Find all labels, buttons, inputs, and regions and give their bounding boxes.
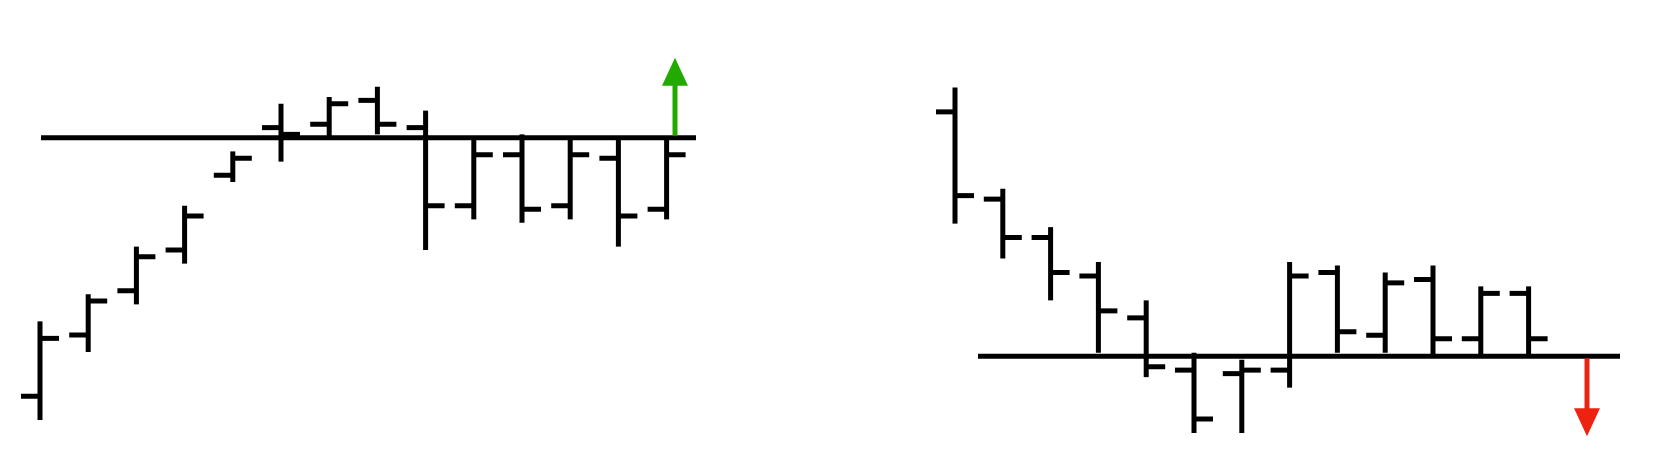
ohlc-bar (406, 110, 445, 250)
ohlc-chart-left (21, 57, 696, 420)
ohlc-bar (1414, 265, 1452, 357)
ohlc-bar (213, 151, 252, 182)
ohlc-bar (936, 87, 974, 224)
ohlc-bar (1461, 286, 1500, 357)
ohlc-bar (1127, 300, 1166, 378)
ohlc-chart-right (936, 87, 1620, 437)
ohlc-bar (117, 246, 156, 305)
ohlc-bar (599, 137, 638, 247)
ohlc-bar (1031, 227, 1070, 301)
ohlc-bar (262, 103, 300, 162)
ohlc-bar (165, 205, 204, 264)
ohlc-bar (1318, 265, 1357, 353)
ohlc-bar (551, 137, 590, 220)
ohlc-bar (1270, 261, 1309, 388)
ohlc-bar (358, 86, 397, 135)
ohlc-bar (1222, 359, 1261, 433)
ohlc-bar (1079, 261, 1118, 353)
ohlc-bar (1175, 352, 1213, 433)
ohlc-bar (983, 188, 1022, 259)
ohlc-bar (69, 294, 108, 352)
ohlc-bar (1509, 286, 1548, 357)
arrow-head (1574, 408, 1600, 437)
ohlc-bar (21, 321, 59, 420)
ohlc-bar (454, 137, 493, 220)
ohlc-bar (310, 97, 349, 138)
ohlc-bar (647, 137, 686, 220)
ohlc-bar (1366, 272, 1405, 353)
arrow-head (662, 57, 688, 86)
arrow-up-icon (662, 57, 688, 136)
arrow-down-icon (1574, 358, 1600, 437)
ohlc-bar (503, 134, 541, 223)
